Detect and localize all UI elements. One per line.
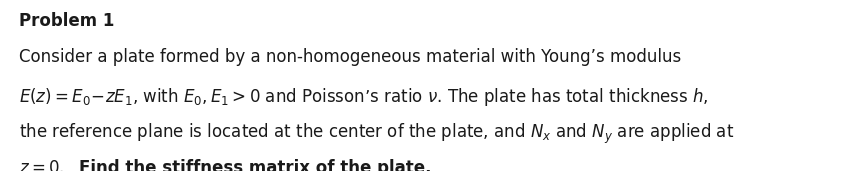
Text: Problem 1: Problem 1 — [19, 12, 114, 30]
Text: Consider a plate formed by a non-homogeneous material with Young’s modulus: Consider a plate formed by a non-homogen… — [19, 48, 681, 66]
Text: Find the stiffness matrix of the plate.: Find the stiffness matrix of the plate. — [79, 159, 432, 171]
Text: $z = 0$.: $z = 0$. — [19, 159, 65, 171]
Text: $E(z) = E_0\!-\!zE_1$, with $E_0, E_1 > 0$ and Poisson’s ratio $\nu$. The plate : $E(z) = E_0\!-\!zE_1$, with $E_0, E_1 > … — [19, 86, 708, 108]
Text: the reference plane is located at the center of the plate, and $N_x$ and $N_y$ a: the reference plane is located at the ce… — [19, 122, 734, 147]
